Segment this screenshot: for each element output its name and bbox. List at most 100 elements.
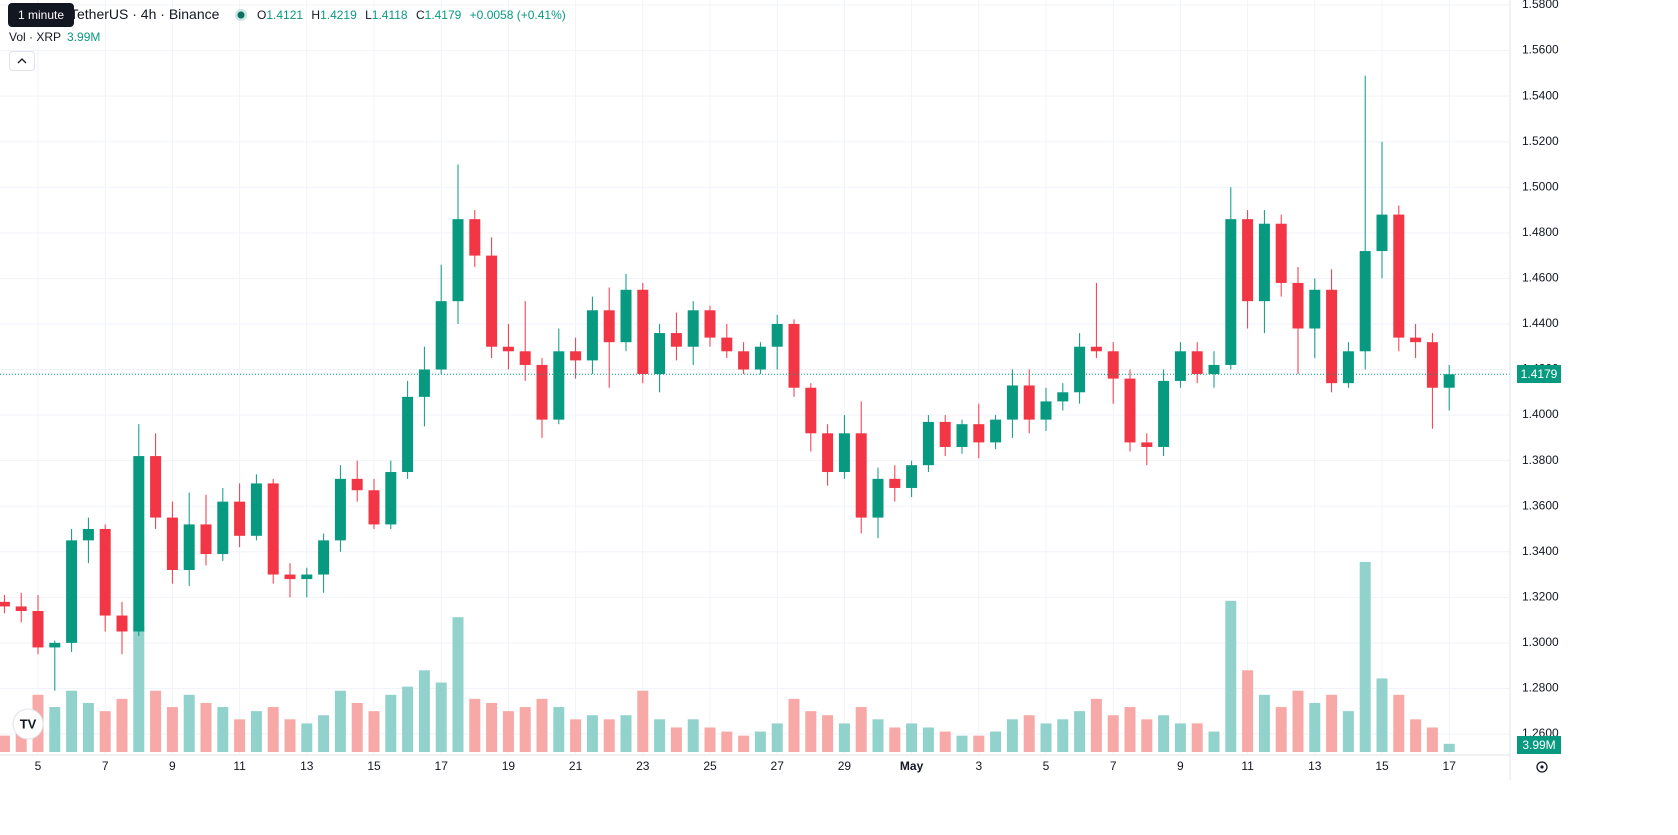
- volume-bar: [183, 694, 195, 752]
- volume-bar: [1141, 719, 1153, 752]
- candle-body: [1074, 346, 1086, 393]
- collapse-button[interactable]: [9, 51, 35, 71]
- candle-body: [536, 364, 548, 420]
- change: +0.0058 (+0.41%): [469, 8, 566, 22]
- volume-bar: [721, 731, 733, 752]
- candle-body: [1376, 214, 1388, 252]
- candle-body: [637, 289, 649, 375]
- volume-bar: [1443, 743, 1455, 752]
- x-tick-label: 25: [703, 759, 717, 773]
- candle-body: [939, 421, 951, 447]
- candle-body: [1393, 214, 1405, 338]
- volume-bar: [82, 702, 94, 752]
- open-key: O: [257, 8, 267, 22]
- candle-body: [1426, 342, 1438, 388]
- y-tick-label: 1.5200: [1522, 134, 1559, 148]
- volume-bar: [1225, 600, 1237, 752]
- volume-bar: [116, 698, 128, 752]
- candle-body: [687, 310, 699, 347]
- candle-body: [603, 310, 615, 343]
- symbol: TetherUS · 4h · Binance: [70, 6, 220, 22]
- candle-body: [704, 310, 716, 338]
- low-value: 1.4118: [371, 8, 408, 22]
- y-tick-label: 1.2800: [1522, 681, 1559, 695]
- candle-body: [721, 337, 733, 352]
- volume-bar: [1023, 715, 1035, 752]
- candle-body: [116, 615, 128, 632]
- plot: 1.26001.28001.30001.32001.34001.36001.38…: [0, 0, 1559, 773]
- candle-body: [1242, 219, 1254, 302]
- volume-legend: Vol · XRP 3.99M: [9, 30, 100, 44]
- x-tick-label: 11: [1241, 759, 1254, 773]
- volume-bar: [1057, 719, 1069, 752]
- volume-bar: [1326, 694, 1338, 752]
- x-tick-label: 3: [975, 759, 982, 773]
- status-dot: [235, 9, 247, 21]
- candle-body: [1057, 392, 1069, 402]
- candle-body: [402, 396, 414, 473]
- volume-bar: [469, 698, 481, 752]
- volume-bar: [402, 686, 414, 752]
- candle-body: [469, 219, 481, 256]
- candle-body: [1158, 380, 1170, 447]
- volume-bar: [334, 690, 346, 752]
- volume-bar: [502, 711, 514, 752]
- volume-bar: [452, 617, 464, 752]
- y-tick-label: 1.3400: [1522, 544, 1559, 558]
- candle-body: [1191, 351, 1203, 375]
- settings-icon[interactable]: [1536, 761, 1548, 773]
- candle-body: [738, 351, 750, 370]
- candle-body: [368, 490, 380, 525]
- volume-bar: [1174, 723, 1186, 752]
- candle-body: [334, 478, 346, 541]
- volume-bar: [385, 694, 397, 752]
- volume-bar: [519, 707, 531, 752]
- x-tick-label: 5: [1043, 759, 1050, 773]
- y-tick-label: 1.3200: [1522, 589, 1559, 603]
- candle-body: [1326, 289, 1338, 384]
- x-tick-label: 7: [102, 759, 109, 773]
- candle-body: [1124, 378, 1136, 443]
- candle-body: [1107, 351, 1119, 379]
- close-value: 1.4179: [424, 8, 462, 22]
- candle-body: [502, 346, 514, 352]
- candle-body: [66, 540, 78, 643]
- volume-bar: [670, 727, 682, 752]
- candle-body: [855, 433, 867, 518]
- volume-bar: [805, 711, 817, 752]
- volume-bar: [351, 702, 363, 752]
- volume-bar: [133, 625, 145, 752]
- candle-body: [822, 433, 834, 473]
- low-key: L: [365, 8, 372, 22]
- x-tick-label: 29: [838, 759, 852, 773]
- candle-body: [805, 387, 817, 434]
- candle-body: [133, 456, 145, 632]
- volume-bar: [435, 682, 447, 752]
- volume-bar: [1208, 731, 1220, 752]
- candle-body: [1040, 401, 1052, 420]
- volume-bar: [570, 719, 582, 752]
- x-tick-label: 21: [569, 759, 583, 773]
- candle-body: [1141, 442, 1153, 447]
- volume-bar: [1309, 702, 1321, 752]
- volume-bar: [889, 727, 901, 752]
- volume-bar: [838, 723, 850, 752]
- candle-body: [183, 524, 195, 570]
- candle-body: [990, 419, 1002, 443]
- x-tick-label: 5: [35, 759, 42, 773]
- candle-body: [234, 501, 246, 536]
- tv-logo: TV: [12, 708, 44, 740]
- y-tick-label: 1.5800: [1522, 0, 1559, 11]
- candle-body: [200, 524, 212, 555]
- volume-bar: [990, 731, 1002, 752]
- candle-body: [1342, 351, 1354, 384]
- x-tick-label: 11: [233, 759, 246, 773]
- candle-body: [452, 219, 464, 302]
- candle-body: [1225, 219, 1237, 365]
- candles: [0, 75, 1455, 691]
- volume-bar: [1124, 707, 1136, 752]
- y-tick-label: 1.5600: [1522, 43, 1559, 57]
- volume-bar: [738, 735, 750, 752]
- candle-body: [1410, 337, 1422, 343]
